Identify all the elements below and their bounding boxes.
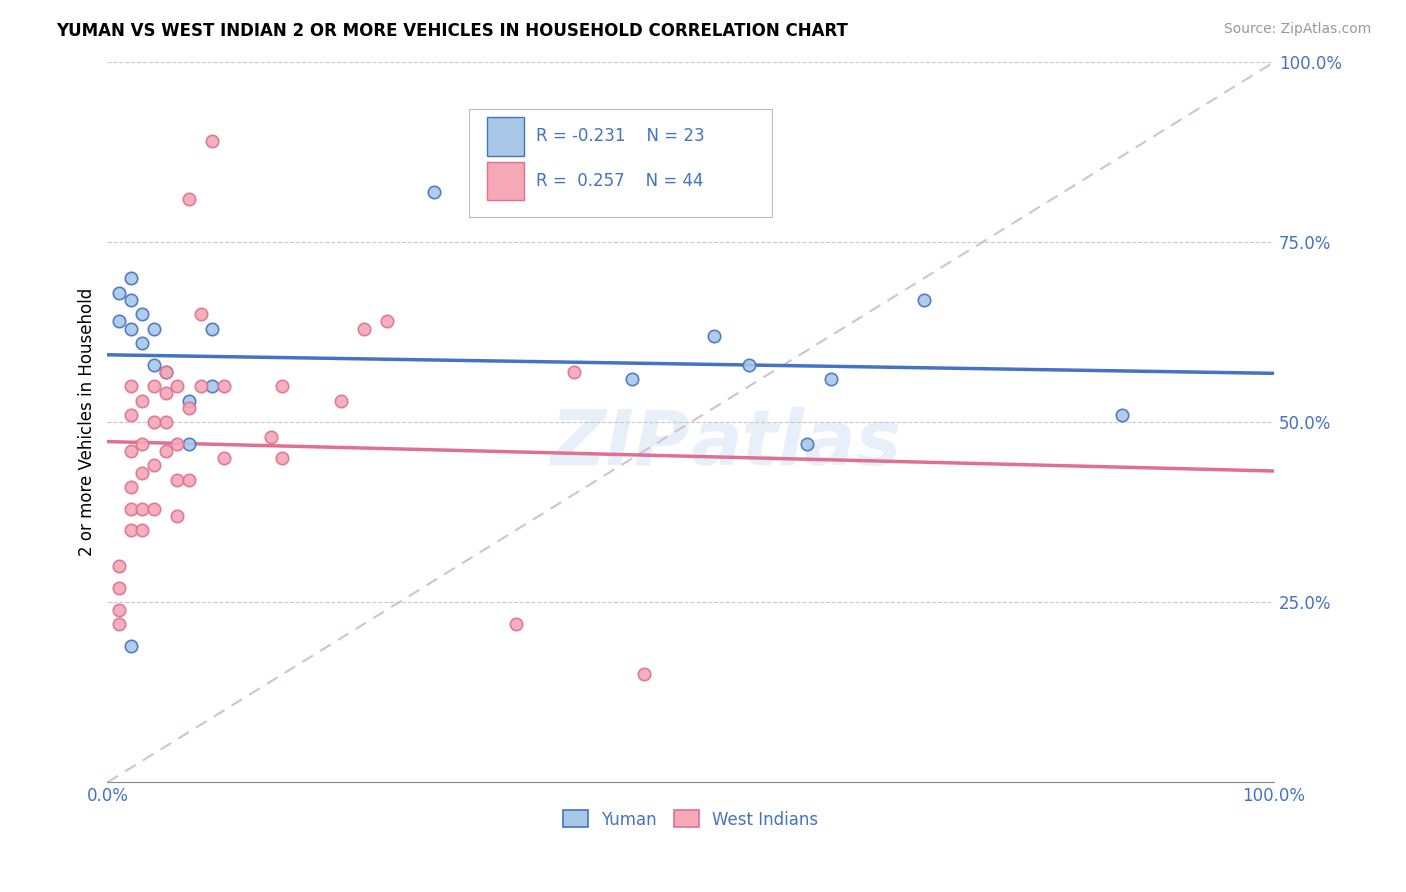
Point xyxy=(120,321,142,335)
Point xyxy=(177,401,200,415)
Text: ZIP: ZIP xyxy=(551,407,690,481)
Point xyxy=(108,581,131,595)
Point xyxy=(271,451,294,466)
Point xyxy=(212,379,235,393)
Text: atlas: atlas xyxy=(690,407,901,481)
Point xyxy=(131,307,153,321)
Point xyxy=(155,444,177,458)
FancyBboxPatch shape xyxy=(486,117,524,156)
Point xyxy=(108,314,131,328)
Point xyxy=(177,393,200,408)
Point xyxy=(260,430,283,444)
FancyBboxPatch shape xyxy=(486,161,524,201)
Point xyxy=(177,437,200,451)
Point xyxy=(131,437,153,451)
Point xyxy=(155,415,177,429)
Point xyxy=(190,379,212,393)
Text: R =  0.257    N = 44: R = 0.257 N = 44 xyxy=(536,172,703,190)
Point xyxy=(621,372,644,386)
Point xyxy=(155,365,177,379)
Point xyxy=(143,358,166,372)
Point xyxy=(120,444,142,458)
Point xyxy=(120,293,142,307)
Point xyxy=(120,271,142,285)
Point xyxy=(201,379,224,393)
Point xyxy=(143,501,166,516)
Point xyxy=(505,616,527,631)
Point xyxy=(353,321,375,335)
Point xyxy=(1111,408,1133,422)
Point xyxy=(120,480,142,494)
Point xyxy=(131,393,153,408)
Point xyxy=(633,667,655,681)
Point xyxy=(177,473,200,487)
Text: Source: ZipAtlas.com: Source: ZipAtlas.com xyxy=(1223,22,1371,37)
Point xyxy=(166,437,188,451)
Point xyxy=(108,602,131,616)
Point xyxy=(120,379,142,393)
Point xyxy=(143,321,166,335)
Point xyxy=(166,508,188,523)
Text: YUMAN VS WEST INDIAN 2 OR MORE VEHICLES IN HOUSEHOLD CORRELATION CHART: YUMAN VS WEST INDIAN 2 OR MORE VEHICLES … xyxy=(56,22,848,40)
Point xyxy=(375,314,398,328)
Point xyxy=(423,185,446,199)
Point xyxy=(131,501,153,516)
Point xyxy=(912,293,935,307)
Point xyxy=(120,408,142,422)
Point xyxy=(329,393,352,408)
Point xyxy=(120,639,142,653)
Text: R = -0.231    N = 23: R = -0.231 N = 23 xyxy=(536,128,704,145)
Point xyxy=(201,321,224,335)
Point xyxy=(143,415,166,429)
Point xyxy=(120,501,142,516)
Point xyxy=(201,134,224,148)
Point xyxy=(108,559,131,574)
Point xyxy=(155,365,177,379)
Point xyxy=(131,523,153,537)
Point xyxy=(131,336,153,351)
Point xyxy=(190,307,212,321)
Point xyxy=(271,379,294,393)
Point xyxy=(166,473,188,487)
Point xyxy=(738,358,761,372)
Point xyxy=(120,523,142,537)
Point xyxy=(562,365,585,379)
Legend: Yuman, West Indians: Yuman, West Indians xyxy=(557,804,825,835)
Point xyxy=(131,466,153,480)
Point xyxy=(796,437,818,451)
Point xyxy=(820,372,842,386)
Point xyxy=(143,458,166,473)
Point xyxy=(108,616,131,631)
Point xyxy=(108,285,131,300)
Point xyxy=(212,451,235,466)
FancyBboxPatch shape xyxy=(470,109,772,217)
Y-axis label: 2 or more Vehicles in Household: 2 or more Vehicles in Household xyxy=(79,288,96,557)
Point xyxy=(703,328,725,343)
Point xyxy=(166,379,188,393)
Point xyxy=(155,386,177,401)
Point xyxy=(143,379,166,393)
Point xyxy=(177,192,200,206)
